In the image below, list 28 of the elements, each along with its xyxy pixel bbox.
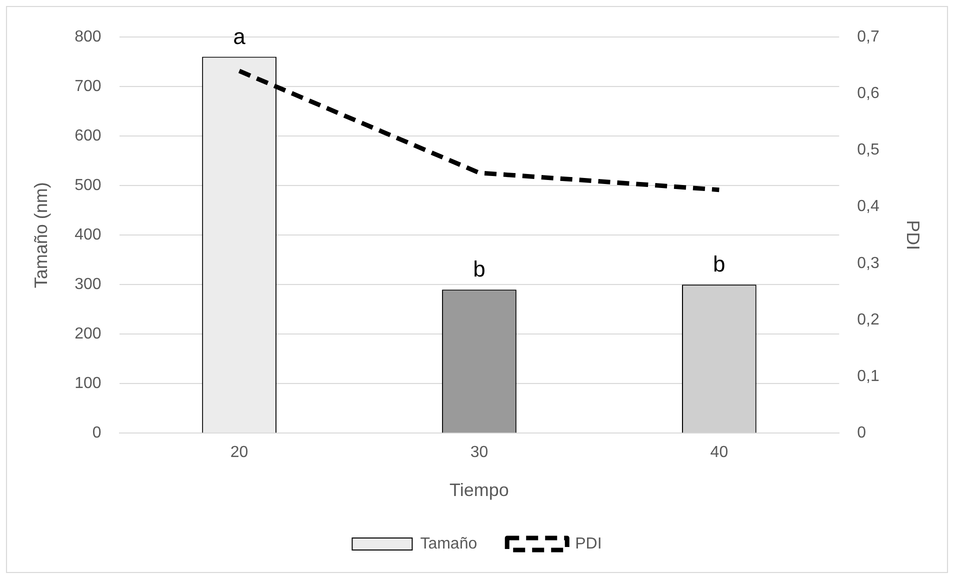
x-axis-title: Tiempo [450,480,509,500]
y-tick-label: 500 [74,176,102,194]
y-tick-label: 800 [74,28,102,46]
y-tick-label: 700 [74,78,102,95]
y2-tick-label: 0,6 [857,85,880,102]
annotation: b [473,256,486,282]
y-tick-label: 0 [92,424,102,442]
y-tick-label: 300 [74,276,102,294]
legend-label: PDI [575,535,602,552]
y2-tick-label: 0,7 [857,28,880,46]
legend-label: Tamaño [420,535,478,552]
y2-tick-label: 0,1 [857,368,880,386]
y-tick-label: 100 [74,375,102,392]
y2-tick-label: 0,5 [857,142,880,159]
y-axis-title: Tamaño (nm) [30,182,51,288]
x-tick-label: 30 [470,444,488,462]
y-tick-label: 200 [74,326,102,343]
annotation: b [713,252,726,277]
y2-tick-label: 0 [857,424,866,442]
y-tick-label: 600 [74,127,102,144]
y2-tick-label: 0,3 [857,254,880,272]
y-tick-label: 400 [74,226,102,244]
y2-tick-label: 0,4 [857,198,880,216]
annotation: a [233,24,246,49]
y2-axis-title: PDI [903,220,924,250]
x-tick-label: 40 [710,444,728,462]
x-tick-label: 20 [230,444,248,462]
y2-tick-label: 0,2 [857,311,880,328]
